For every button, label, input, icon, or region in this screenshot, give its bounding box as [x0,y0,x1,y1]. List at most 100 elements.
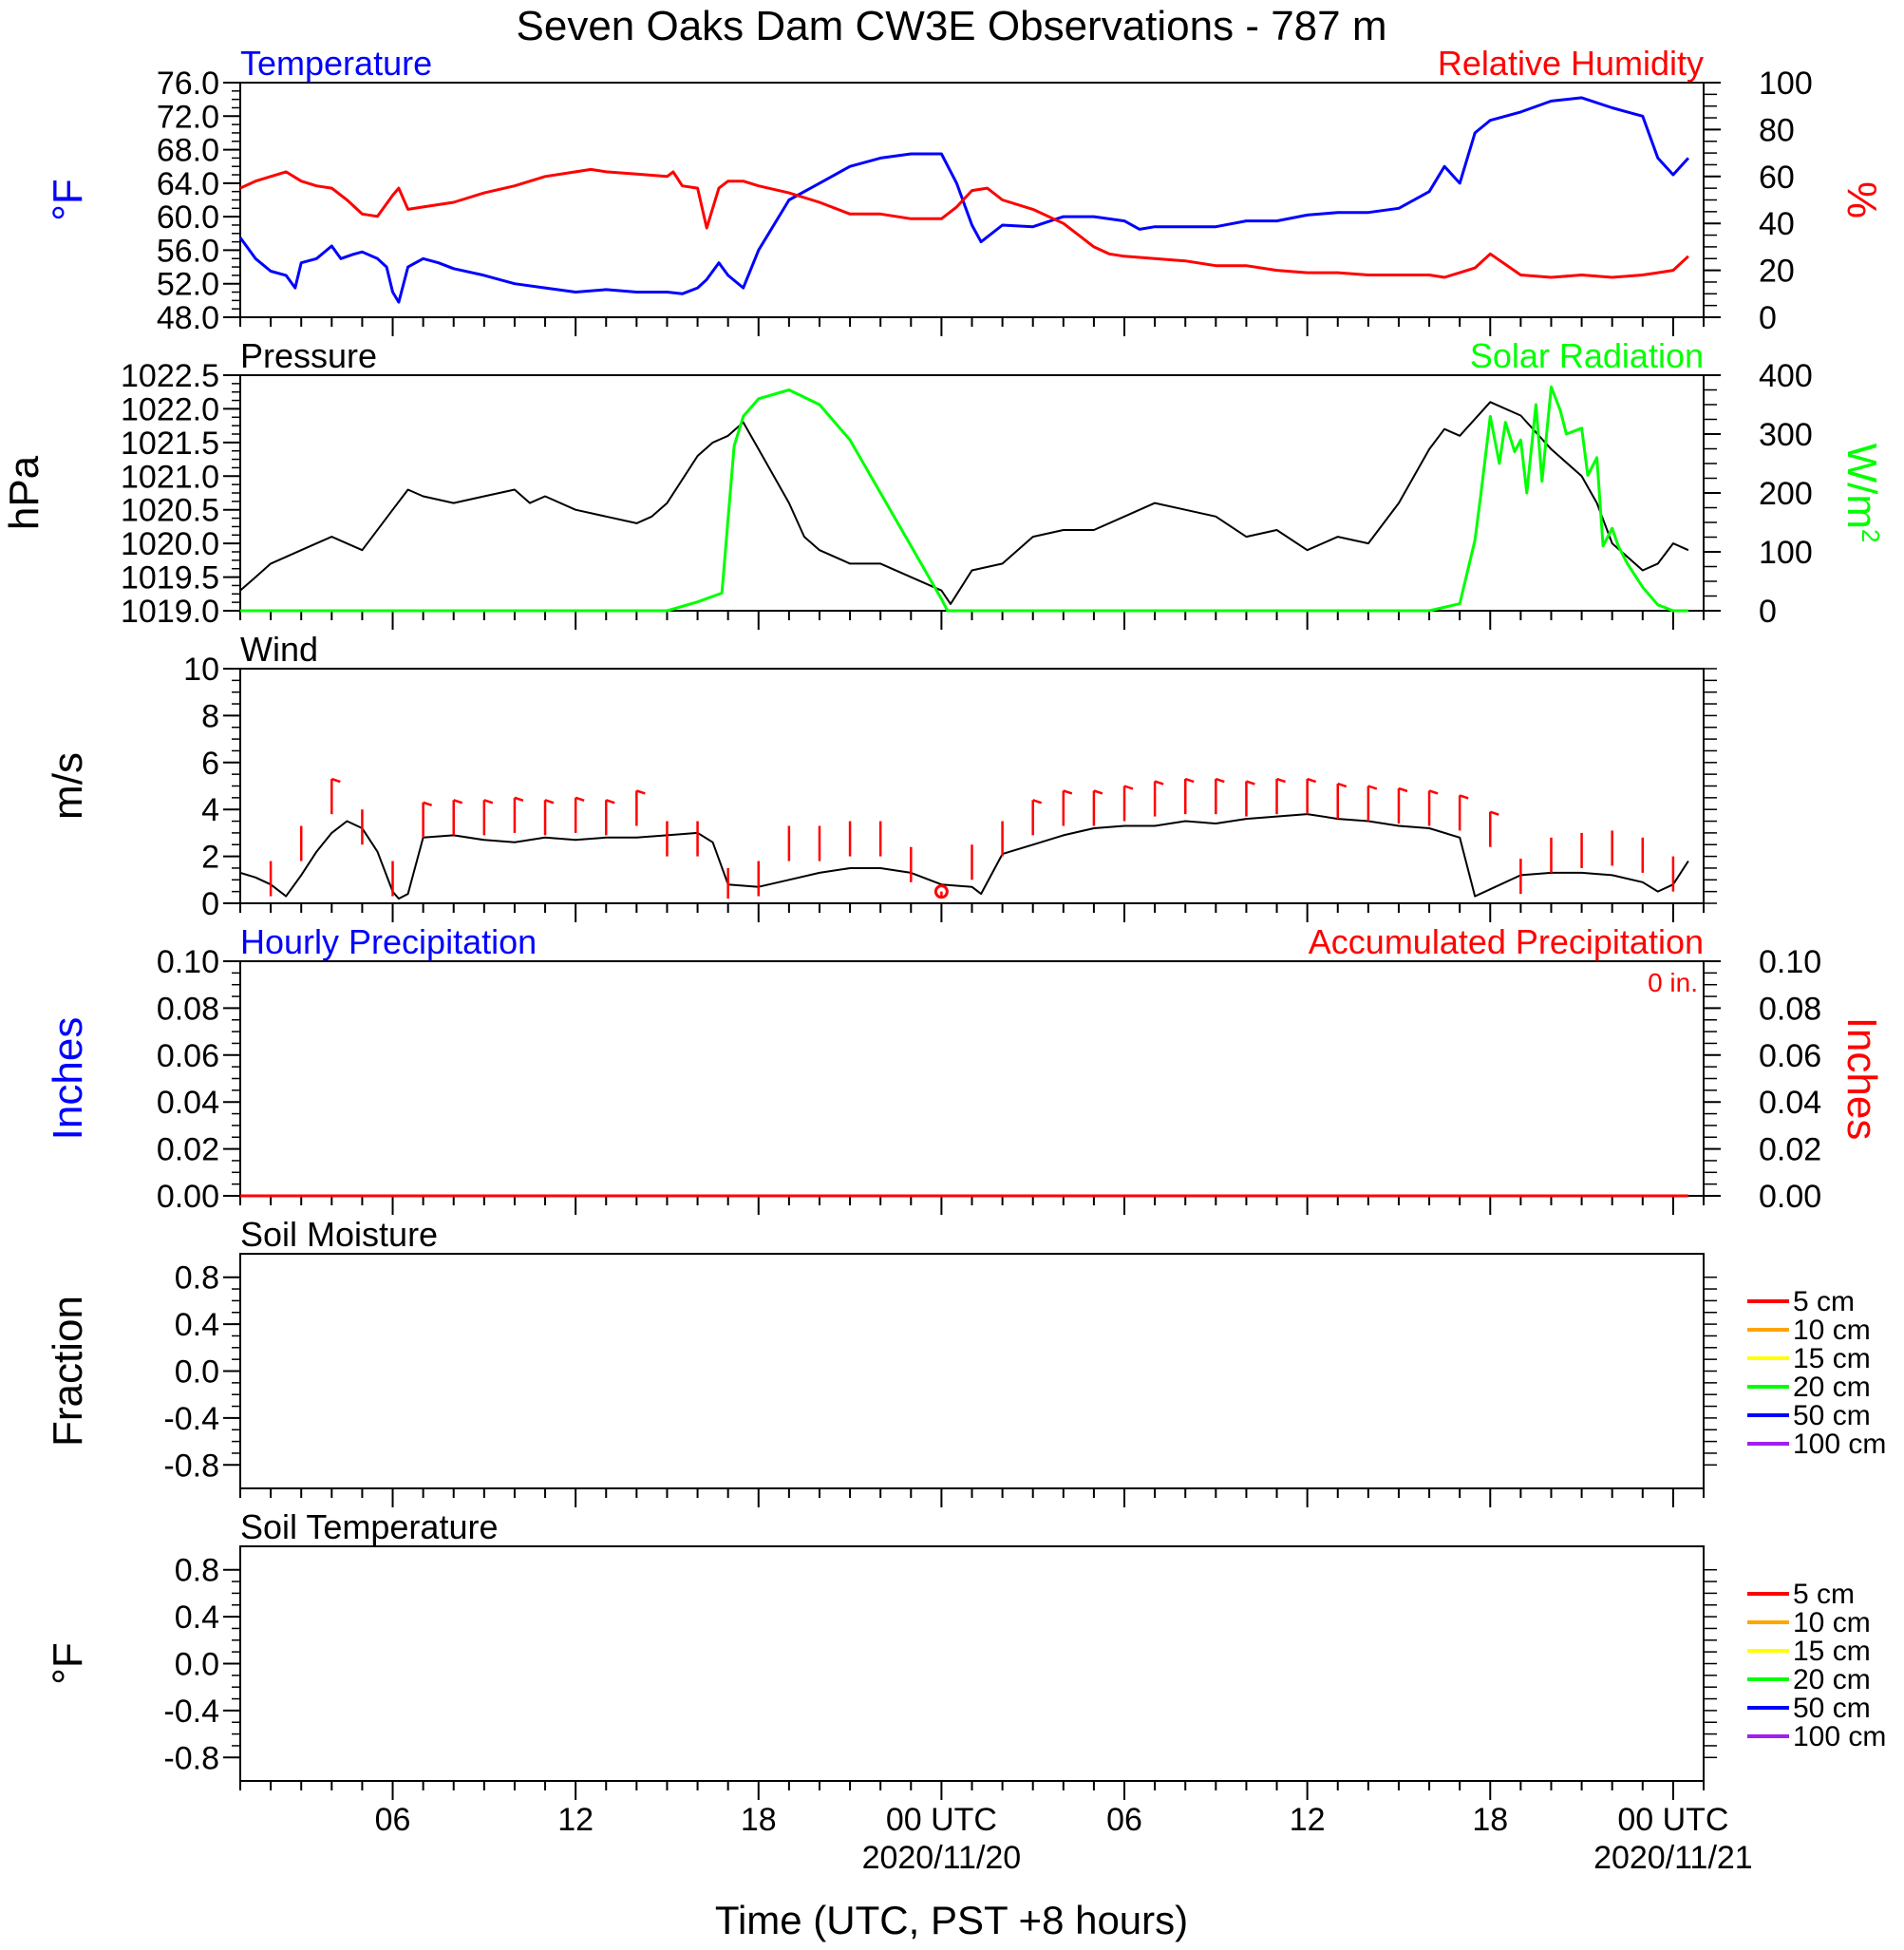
y-tick-label-left: 1019.0 [121,594,219,630]
y-tick-label-left: -0.8 [163,1448,219,1484]
y-tick-label-right: 0.06 [1759,1038,1821,1074]
figure-title: Seven Oaks Dam CW3E Observations - 787 m [517,3,1387,49]
wind-barb-flag [1093,789,1103,795]
x-tick-label: 00 UTC [1617,1802,1728,1838]
y-tick-label-right: 0.08 [1759,991,1821,1027]
y-axis-label-right: W/m2 [1838,444,1885,543]
y-tick-label-left: 0.0 [175,1647,219,1683]
wind-barb-flag [635,789,646,795]
y-tick-label-left: 48.0 [157,300,219,336]
precip-total-label: 0 in. [1648,968,1698,997]
y-tick-label-left: 1021.5 [121,426,219,462]
wind-barb-flag [1489,810,1499,816]
y-tick-label-right: 60 [1759,160,1795,196]
y-tick-label-right: 400 [1759,358,1813,394]
x-tick-label: 12 [557,1802,594,1838]
legend-label: 15 cm [1793,1636,1871,1667]
x-tick-label: 06 [375,1802,411,1838]
y-tick-label-left: 60.0 [157,199,219,236]
x-tick-date-label: 2020/11/20 [862,1840,1022,1876]
wind-barb-flag [605,799,615,805]
panel-title-right: Accumulated Precipitation [1309,922,1704,961]
wind-barb-flag [575,796,585,803]
y-tick-label-right: 300 [1759,417,1813,453]
y-tick-label-left: 0.8 [175,1260,219,1297]
panel-title-left: Temperature [240,44,432,83]
panel-title-right: Solar Radiation [1470,336,1704,375]
wind-barb-flag [514,796,524,803]
y-tick-label-left: 8 [201,698,219,734]
panel-3: 0 2 4 6 8 10 m/s Wind [45,630,1717,922]
panel-title-left: Soil Moisture [240,1215,438,1254]
y-tick-label-left: 4 [201,792,219,828]
panel-5: -0.8 -0.4 0.0 0.4 0.8 Fraction Soil Moisture 5 … [45,1215,1886,1507]
series-line-pressure [239,401,1689,605]
x-axis-label: Time (UTC, PST +8 hours) [715,1898,1188,1942]
panels: 48.052.056.060.064.068.072.076.002040608… [1,44,1886,1876]
y-tick-label-right: 0 [1759,594,1777,630]
wind-barb-flag [1184,777,1195,784]
y-tick-label-left: 0.4 [175,1600,219,1636]
wind-barb-flag [1428,789,1439,795]
y-tick-label-right: 100 [1759,535,1813,571]
y-tick-label-left: 76.0 [157,66,219,102]
panel-title-right: Relative Humidity [1438,44,1704,83]
y-tick-label-left: 0.4 [175,1307,219,1343]
y-axis-label-left: Fraction [45,1296,91,1447]
y-tick-label-right: 40 [1759,206,1795,242]
y-tick-label-left: 1019.5 [121,560,219,596]
x-tick-label: 00 UTC [886,1802,997,1838]
x-tick-label: 18 [741,1802,777,1838]
wind-barb-flag [1032,799,1043,805]
y-tick-label-left: 0.00 [157,1179,219,1215]
legend-label: 50 cm [1793,1400,1871,1431]
y-tick-label-right: 0.02 [1759,1132,1821,1168]
x-tick-label: 12 [1290,1802,1326,1838]
y-tick-label-left: 0.06 [157,1038,219,1074]
plot-frame [239,960,1705,1197]
wind-barb-flag [1367,785,1378,790]
legend-label: 100 cm [1793,1429,1886,1460]
legend-label: 20 cm [1793,1372,1871,1403]
y-tick-label-left: 1022.0 [121,391,219,427]
wind-barb-flag [1246,780,1255,786]
y-tick-label-left: 68.0 [157,133,219,169]
wind-barb-flag [1063,789,1073,795]
wind-barb-flag [1398,786,1408,793]
plot-frame [239,1545,1705,1782]
y-tick-label-left: 0.0 [175,1354,219,1391]
wind-barb-flag [483,799,494,805]
x-tick-date-label: 2020/11/21 [1593,1840,1753,1876]
legend-label: 100 cm [1793,1721,1886,1752]
wind-barb-flag [1459,794,1469,800]
y-tick-label-right: 80 [1759,112,1795,148]
wind-barb-flag [544,799,555,805]
y-tick-label-left: 1020.0 [121,526,219,562]
y-tick-label-left: 0 [201,886,219,922]
panel-title-left: Wind [240,630,318,669]
legend-label: 5 cm [1793,1286,1855,1317]
y-tick-label-right: 20 [1759,254,1795,290]
y-tick-label-left: 0.02 [157,1132,219,1168]
y-tick-label-left: 0.04 [157,1085,219,1121]
legend-label: 5 cm [1793,1579,1855,1610]
y-tick-label-left: -0.4 [163,1401,219,1437]
wind-barb-flag [1154,780,1164,786]
panel-title-left: Soil Temperature [240,1507,498,1546]
y-tick-label-left: 64.0 [157,166,219,202]
y-axis-label-left: °F [45,179,91,220]
panel-2: 1019.01019.51020.01020.51021.01021.51022… [1,336,1885,630]
y-tick-label-left: 0.8 [175,1553,219,1589]
wind-barb-flag [1276,777,1286,784]
y-axis-label-right: Inches [1838,1017,1885,1141]
y-tick-label-left: 72.0 [157,99,219,135]
series-line-temperature [238,96,1690,304]
legend-label: 20 cm [1793,1664,1871,1695]
wind-barb-flag [453,799,463,805]
wind-barb-flag [1307,777,1317,784]
y-axis-label-left: hPa [1,455,47,530]
y-tick-label-left: 1020.5 [121,493,219,529]
series-line-wind [239,813,1689,900]
y-tick-label-left: 10 [183,652,219,688]
